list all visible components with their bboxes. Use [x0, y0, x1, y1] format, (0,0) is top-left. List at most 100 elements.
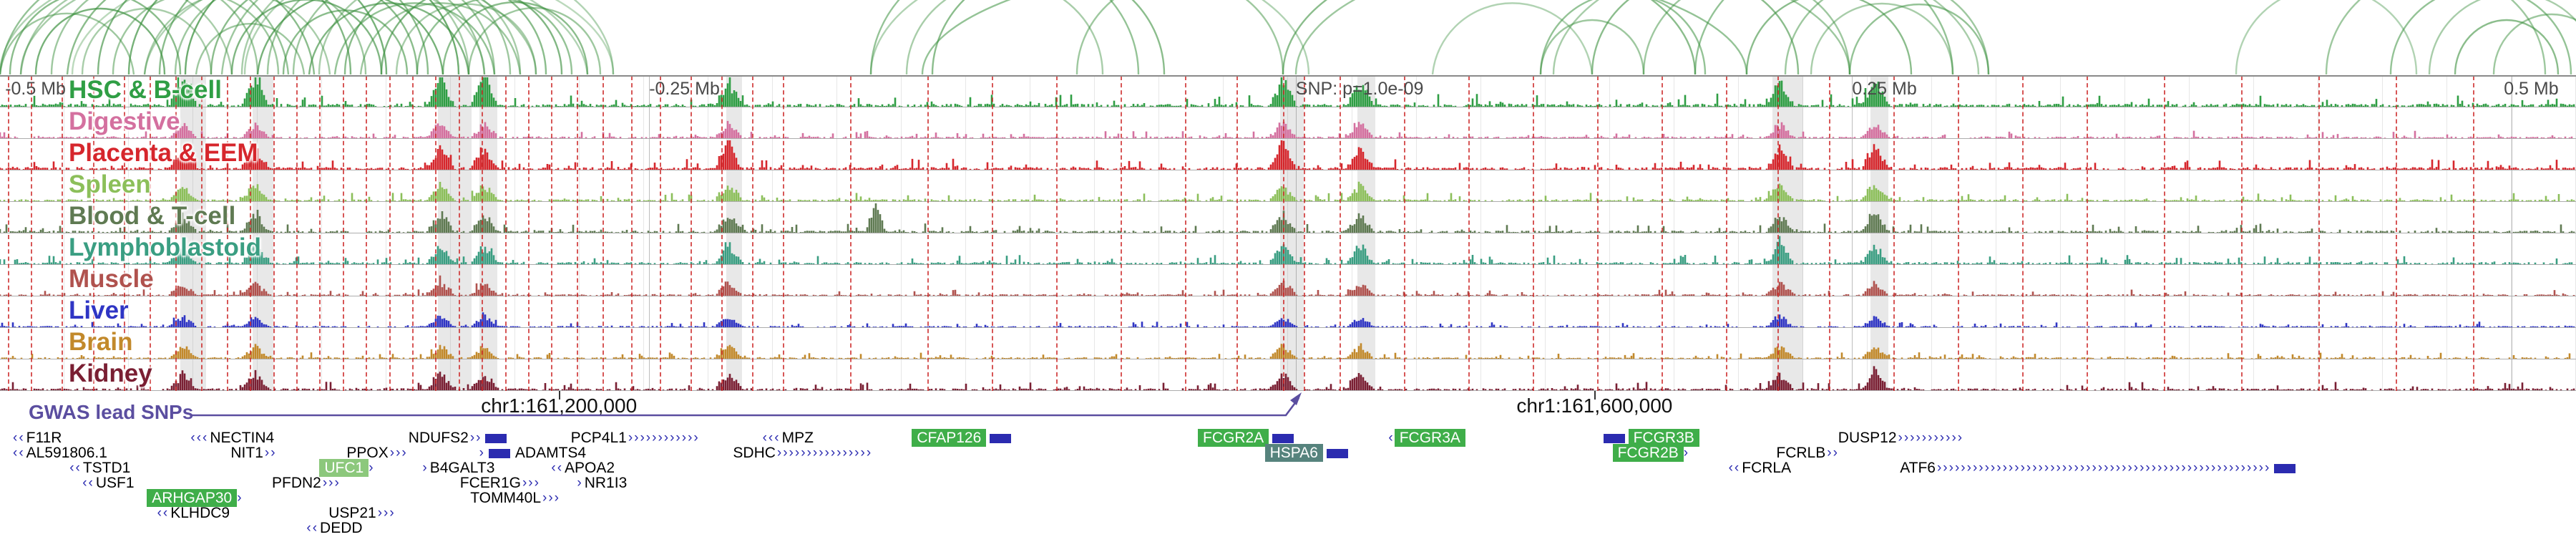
- gene-atf6[interactable]: ATF6 ››››››››››››››››››››››››››››››››››››…: [1898, 460, 2299, 476]
- interaction-arc: [9, 0, 182, 75]
- interaction-arc: [2389, 0, 2572, 75]
- strand-arrows-left: ‹‹: [1728, 460, 1741, 475]
- coordinate-label: chr1:161,600,000: [1516, 395, 1673, 417]
- gene-tstd1[interactable]: ‹‹TSTD1: [69, 460, 132, 476]
- gene-label: FCGR3A: [1394, 429, 1465, 447]
- track-brain[interactable]: Brain: [0, 328, 2576, 359]
- gene-ndufs2[interactable]: NDUFS2 ››: [407, 430, 511, 446]
- strand-arrows-right: ›: [237, 490, 243, 505]
- strand-arrows-right: ›››: [542, 490, 560, 505]
- interaction-arc: [1784, 0, 1990, 75]
- gene-fcer1g[interactable]: FCER1G ›››: [459, 475, 540, 491]
- strand-arrows-left: ‹‹: [157, 505, 170, 521]
- gene-cfap126[interactable]: CFAP126: [912, 429, 1015, 447]
- ruler-line: [0, 75, 2576, 77]
- gene-fcgr2a[interactable]: FCGR2A: [1198, 429, 1297, 447]
- gene-label: F11R: [26, 430, 62, 446]
- gene-label: KLHDC9: [170, 505, 230, 521]
- strand-arrows-right: ››: [264, 445, 277, 460]
- interaction-arc: [1694, 0, 1954, 75]
- gene-ufc1[interactable]: UFC1 ›: [319, 459, 374, 477]
- interaction-arc: [1431, 2, 1594, 75]
- gene-fcgr2b[interactable]: FCGR2B ›: [1612, 444, 1690, 462]
- track-label-lymphoblastoid: Lymphoblastoid: [69, 233, 261, 261]
- interaction-arc: [441, 1, 589, 75]
- track-liver[interactable]: Liver: [0, 296, 2576, 328]
- gene-label: PFDN2: [272, 475, 321, 491]
- gene-nr1i3[interactable]: ›NR1I3: [577, 475, 628, 491]
- gene-label: ATF6: [1900, 460, 1936, 476]
- gene-mpz[interactable]: ‹‹‹MPZ: [763, 430, 815, 446]
- gene-nit1[interactable]: NIT1 ››: [229, 445, 276, 461]
- strand-arrows-left: ‹‹: [551, 460, 564, 475]
- gene-dusp12[interactable]: DUSP12 ›››››››››››: [1837, 430, 1963, 446]
- gene-label: AL591806.1: [26, 445, 107, 461]
- interaction-arc: [359, 2, 522, 75]
- strand-arrows-right: ›››: [322, 475, 341, 490]
- track-signal: [0, 77, 2575, 107]
- interaction-arc: [1282, 0, 1697, 75]
- gene-fcrlb[interactable]: FCRLB ››: [1775, 445, 1839, 461]
- track-signal: [0, 120, 2573, 138]
- gene-label: ADAMTS4: [514, 445, 587, 461]
- highlight-bands-layer: [0, 76, 2576, 391]
- interaction-arc: [210, 0, 419, 75]
- grid-tick-line: [1295, 76, 1297, 391]
- gene-b4galt3[interactable]: ›B4GALT3: [422, 460, 496, 476]
- gene-usf1[interactable]: ‹‹USF1: [82, 475, 135, 491]
- track-signal: [0, 275, 2575, 296]
- gene-usp21[interactable]: USP21 ›››: [327, 505, 396, 521]
- track-placenta-eem[interactable]: Placenta & EEM: [0, 139, 2576, 170]
- interaction-arc: [308, 2, 470, 75]
- gene-ppox[interactable]: PPOX ›››: [345, 445, 407, 461]
- exon-block: [2274, 463, 2296, 473]
- strand-arrows-right: ››: [1827, 445, 1839, 460]
- gene-f11r[interactable]: ‹‹F11R: [13, 430, 63, 446]
- interaction-arc: [240, 0, 470, 75]
- track-muscle[interactable]: Muscle: [0, 265, 2576, 296]
- gene-label: PPOX: [346, 445, 389, 461]
- track-signal: [0, 366, 2575, 390]
- interaction-arc: [343, 0, 547, 75]
- interaction-arc: [158, 0, 429, 75]
- gene-al591806-1[interactable]: ‹‹AL591806.1: [13, 445, 109, 461]
- gene-dedd[interactable]: ‹‹DEDD: [306, 520, 364, 536]
- gene-klhdc9[interactable]: ‹‹KLHDC9: [157, 505, 232, 521]
- interaction-arc: [127, 0, 388, 75]
- interaction-arc: [71, 0, 615, 75]
- gene-tomm40l[interactable]: TOMM40L ›››: [469, 490, 560, 506]
- interaction-arc: [2235, 0, 2418, 75]
- interaction-arc: [318, 0, 522, 75]
- gene-pcp4l1[interactable]: PCP4L1 ››››››››››››: [570, 430, 700, 446]
- strand-arrows-left: ‹‹: [82, 475, 94, 490]
- track-label-spleen: Spleen: [69, 170, 151, 198]
- gene-arhgap30[interactable]: ARHGAP30 ›: [147, 489, 243, 507]
- gene-label: TOMM40L: [470, 490, 541, 506]
- gene-label: NR1I3: [584, 475, 628, 491]
- gene-fcgr3a[interactable]: ‹ FCGR3A: [1388, 429, 1465, 447]
- track-blood-t-cell[interactable]: Blood & T-cell: [0, 202, 2576, 233]
- interaction-arc: [1591, 0, 1800, 75]
- gene-sdhc[interactable]: SDHC ››››››››››››››››: [731, 445, 872, 461]
- ruler-tick-label: -0.25 Mb: [649, 79, 720, 99]
- interaction-arc: [921, 0, 1748, 75]
- gene-label: SDHC: [733, 445, 776, 461]
- gene-fcgr3b[interactable]: FCGR3B: [1600, 429, 1699, 447]
- gene-pfdn2[interactable]: PFDN2 ›››: [270, 475, 341, 491]
- interaction-arc: [282, 9, 409, 75]
- gene-hspa6[interactable]: HSPA6: [1264, 444, 1352, 462]
- exon-block: [1603, 433, 1625, 443]
- gene-adamts4[interactable]: › ADAMTS4: [479, 445, 588, 461]
- track-lymphoblastoid[interactable]: Lymphoblastoid: [0, 233, 2576, 265]
- strand-arrows-left: ‹‹‹: [762, 430, 781, 445]
- gene-nectin4[interactable]: ‹‹‹NECTIN4: [190, 430, 275, 446]
- track-hsc-b-cell[interactable]: HSC & B-cell: [0, 76, 2576, 107]
- interaction-arc: [256, 0, 444, 75]
- gene-apoa2[interactable]: ‹‹APOA2: [551, 460, 616, 476]
- exon-block: [485, 433, 507, 443]
- interaction-arc: [869, 0, 1310, 75]
- gene-fcrla[interactable]: ‹‹FCRLA: [1729, 460, 1793, 476]
- coordinate-tick: [559, 391, 561, 400]
- track-kidney[interactable]: Kidney: [0, 359, 2576, 391]
